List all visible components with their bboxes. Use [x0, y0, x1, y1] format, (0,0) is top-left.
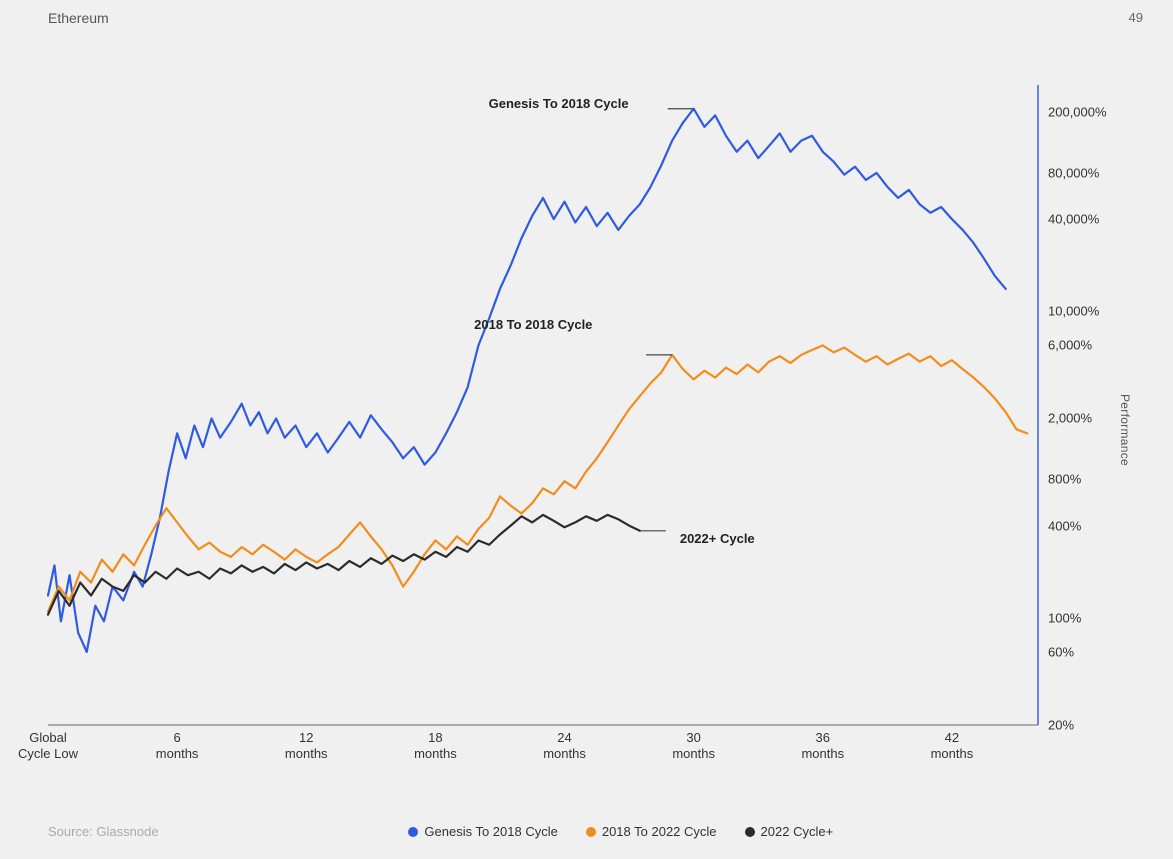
source-text: Source: Glassnode — [48, 824, 159, 839]
y-tick: 400% — [1048, 518, 1081, 533]
x-tick: 24 months — [543, 730, 586, 763]
y-tick: 60% — [1048, 644, 1074, 659]
y-tick: 2,000% — [1048, 411, 1092, 426]
legend-label: 2018 To 2022 Cycle — [602, 824, 717, 839]
x-tick: Global Cycle Low — [18, 730, 78, 763]
legend-dot-icon — [586, 827, 596, 837]
y-tick: 20% — [1048, 718, 1074, 733]
y-tick: 10,000% — [1048, 304, 1099, 319]
legend-label: 2022 Cycle+ — [761, 824, 834, 839]
y-tick: 40,000% — [1048, 212, 1099, 227]
legend-item: 2018 To 2022 Cycle — [586, 824, 717, 839]
legend-item: 2022 Cycle+ — [745, 824, 834, 839]
page-title: Ethereum — [48, 10, 109, 26]
y-tick: 800% — [1048, 472, 1081, 487]
chart-svg — [48, 85, 1038, 725]
legend-item: Genesis To 2018 Cycle — [408, 824, 557, 839]
annotation-label: 2018 To 2018 Cycle — [474, 317, 592, 332]
legend: Genesis To 2018 Cycle 2018 To 2022 Cycle 2… — [159, 824, 1083, 839]
x-tick: 36 months — [801, 730, 844, 763]
page-root: Ethereum 49 Performance Global Cycle Low… — [0, 0, 1173, 859]
x-axis-ticks: Global Cycle Low6 months12 months18 mont… — [48, 730, 1038, 770]
legend-label: Genesis To 2018 Cycle — [424, 824, 557, 839]
series-genesis — [48, 109, 1006, 652]
legend-dot-icon — [745, 827, 755, 837]
y-tick: 80,000% — [1048, 165, 1099, 180]
annotation-label: Genesis To 2018 Cycle — [489, 96, 629, 111]
legend-dot-icon — [408, 827, 418, 837]
x-tick: 42 months — [931, 730, 974, 763]
y-tick: 6,000% — [1048, 338, 1092, 353]
x-tick: 12 months — [285, 730, 328, 763]
performance-chart — [48, 85, 1038, 725]
y-tick: 100% — [1048, 610, 1081, 625]
x-tick: 18 months — [414, 730, 457, 763]
series-cycle2022 — [48, 515, 640, 615]
annotation-label: 2022+ Cycle — [680, 531, 755, 546]
series-cycle2018 — [48, 345, 1027, 611]
page-number: 49 — [1129, 10, 1143, 25]
footer: Source: Glassnode Genesis To 2018 Cycle 2… — [48, 824, 1143, 839]
x-tick: 30 months — [672, 730, 715, 763]
x-tick: 6 months — [156, 730, 199, 763]
y-tick: 200,000% — [1048, 104, 1107, 119]
y-axis-ticks: 20%60%100%400%800%2,000%6,000%10,000%40,… — [1048, 85, 1128, 725]
